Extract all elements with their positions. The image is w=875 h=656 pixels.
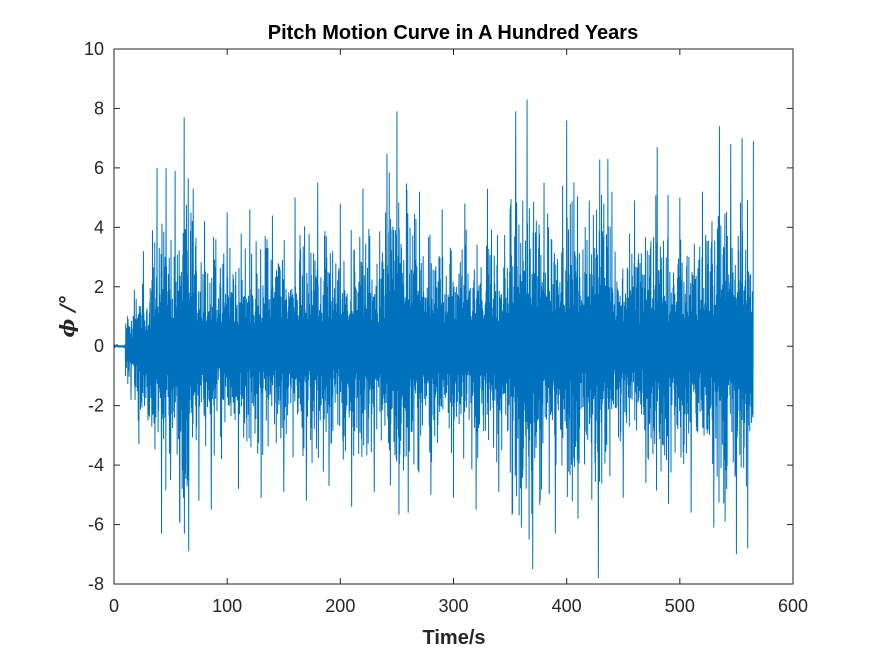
y-axis-ticks: -8 -6 -4 -2 0 2 4 6 8 10 bbox=[84, 39, 793, 594]
y-axis-label: ϕ /° bbox=[55, 294, 79, 337]
x-axis-label: Time/s bbox=[423, 627, 486, 649]
chart-title: Pitch Motion Curve in A Hundred Years bbox=[268, 22, 638, 44]
y-tick-label: 6 bbox=[94, 158, 104, 178]
y-tick-label: 4 bbox=[94, 217, 104, 237]
y-tick-label: 10 bbox=[84, 39, 104, 59]
x-tick-label: 100 bbox=[212, 596, 242, 616]
series-line-pitch bbox=[113, 99, 754, 579]
x-tick-label: 500 bbox=[665, 596, 695, 616]
axes-box bbox=[113, 48, 794, 585]
y-tick-label: -6 bbox=[88, 515, 104, 535]
y-tick-label: -4 bbox=[88, 455, 104, 475]
x-tick-label: 400 bbox=[552, 596, 582, 616]
plot-area bbox=[113, 48, 794, 585]
y-tick-label: -2 bbox=[88, 396, 104, 416]
y-tick-label: -8 bbox=[88, 574, 104, 594]
y-tick-label: 2 bbox=[94, 277, 104, 297]
x-tick-label: 0 bbox=[109, 596, 119, 616]
x-tick-label: 300 bbox=[438, 596, 468, 616]
x-tick-label: 600 bbox=[778, 596, 808, 616]
x-tick-label: 200 bbox=[325, 596, 355, 616]
y-tick-label: 8 bbox=[94, 98, 104, 118]
x-axis-ticks: 0 100 200 300 400 500 600 bbox=[109, 49, 808, 616]
y-tick-label: 0 bbox=[94, 336, 104, 356]
